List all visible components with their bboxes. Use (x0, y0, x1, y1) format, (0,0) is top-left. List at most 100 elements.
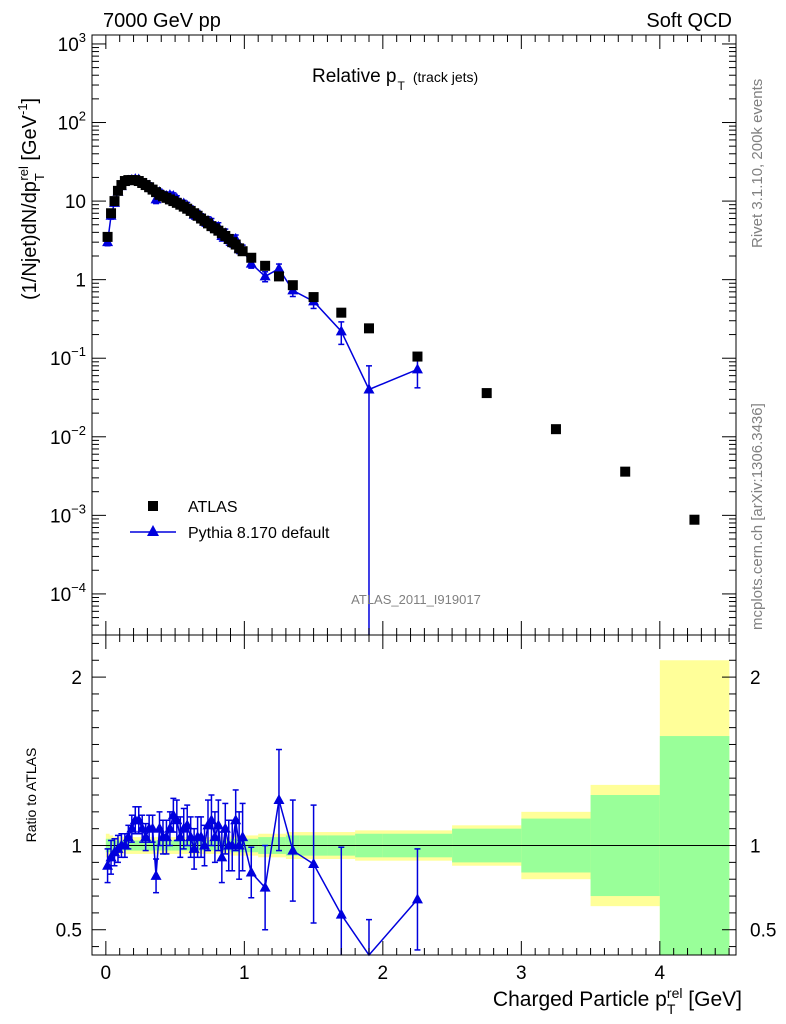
data-point (112, 185, 123, 196)
x-tick-label: 3 (516, 963, 527, 984)
data-point (620, 466, 631, 477)
upper-y-tick-label: 103 (58, 30, 86, 56)
upper-y-tick-label-base: 1 (75, 271, 86, 292)
upper-y-label-part: (1/Njet)dN/dp (19, 181, 41, 300)
mc-point (259, 270, 271, 281)
x-tick-label: 2 (378, 963, 389, 984)
lower-y-tick-label-left: 1 (71, 837, 82, 858)
upper-y-tick-label-exp: 3 (79, 30, 86, 45)
mc-point (273, 262, 285, 273)
data-point (412, 351, 423, 362)
upper-y-label-part: [GeV (19, 114, 41, 166)
x-axis-label: Charged Particle pTrel [GeV] (493, 985, 742, 1017)
lower-data-layer (102, 748, 423, 957)
ratio-point (237, 831, 249, 842)
lower-y-tick-label-left: 2 (71, 668, 82, 689)
x-tick-label: 1 (239, 963, 250, 984)
mc-point (363, 383, 375, 394)
x-axis-label-part: [GeV] (682, 988, 742, 1011)
upper-y-tick-label-exp: −1 (71, 344, 86, 359)
data-point (237, 246, 248, 257)
legend-marker-atlas (148, 501, 158, 511)
upper-y-tick-label: 10−2 (50, 423, 86, 449)
upper-y-label: (1/Njet)dN/dpTrel [GeV-1] (15, 98, 47, 300)
data-point (308, 292, 319, 303)
lower-y-tick-label-right: 1 (750, 837, 761, 858)
ratio-point (273, 794, 285, 805)
chart-title: Relative pT (track jets) (312, 66, 478, 93)
lower-ticks: 0 1 2 3 4 0.5 0.5 1 1 2 2 (56, 635, 776, 984)
upper-y-tick-label-base: 10 (65, 192, 86, 213)
ratio-point (335, 908, 347, 919)
x-axis-label-part: rel (667, 985, 683, 1001)
ratio-point (411, 893, 423, 904)
ratio-point (287, 844, 299, 855)
data-point (336, 307, 347, 318)
data-point (689, 514, 700, 525)
lower-y-tick-label-right: 0.5 (750, 921, 776, 942)
x-axis-label-part: Charged Particle p (493, 988, 667, 1011)
ratio-point (259, 881, 271, 892)
upper-y-label-part: ] (19, 98, 41, 104)
lower-panel: 0 1 2 3 4 0.5 0.5 1 1 2 2 (56, 634, 776, 984)
ratio-point (150, 869, 162, 880)
upper-y-tick-label-exp: −4 (71, 580, 86, 595)
data-point (273, 271, 284, 282)
header-right: Soft QCD (646, 10, 732, 32)
mc-line (106, 178, 418, 391)
data-point (102, 231, 113, 242)
upper-x-ticks (91, 35, 730, 635)
data-point (106, 208, 117, 219)
x-tick-label: 4 (655, 963, 666, 984)
chart-title-extra: (track jets) (413, 69, 478, 85)
ratio-point (216, 851, 228, 862)
x-axis-label-part: T (667, 1001, 676, 1017)
legend-label-atlas: ATLAS (188, 499, 238, 516)
x-tick-label: 0 (101, 963, 112, 984)
upper-data-layer (102, 173, 700, 635)
mc-point (411, 363, 423, 374)
data-point (246, 252, 257, 263)
upper-y-tick-label: 10 (65, 192, 86, 213)
side-label-rivet: Rivet 3.1.10, 200k events (749, 79, 766, 248)
ratio-point (245, 866, 257, 877)
data-point (481, 388, 492, 399)
upper-y-tick-label-base: 10 (58, 114, 79, 135)
upper-y-label-part: -1 (15, 103, 30, 115)
header-left: 7000 GeV pp (103, 10, 221, 32)
upper-y-tick-label: 10−1 (50, 344, 86, 370)
ratio-band (92, 660, 736, 955)
upper-y-label-part: rel (16, 166, 31, 181)
upper-y-tick-label-base: 10 (58, 35, 79, 56)
ratio-point (212, 819, 224, 830)
upper-y-tick-label-exp: −3 (71, 501, 86, 516)
lower-y-tick-label-left: 0.5 (56, 921, 82, 942)
data-point (363, 323, 374, 334)
upper-y-tick-label-exp: −2 (71, 423, 86, 438)
lower-y-label: Ratio to ATLAS (23, 748, 39, 843)
upper-y-tick-label-base: 10 (50, 428, 71, 449)
upper-y-tick-label: 102 (58, 109, 86, 135)
legend: ATLAS Pythia 8.170 default (130, 499, 330, 542)
upper-frame (91, 34, 737, 636)
upper-y-tick-label-exp: 2 (79, 109, 86, 124)
upper-y-tick-label: 10−4 (50, 580, 86, 606)
lower-y-tick-label-right: 2 (750, 668, 761, 689)
upper-y-tick-label: 1 (75, 271, 86, 292)
chart-title-sub: T (398, 79, 406, 93)
analysis-id: ATLAS_2011_I919017 (351, 592, 481, 607)
legend-marker-pythia (147, 525, 159, 536)
upper-y-label-part: T (32, 173, 47, 181)
legend-label-pythia: Pythia 8.170 default (188, 525, 330, 542)
mc-point (335, 325, 347, 336)
side-label-source: mcplots.cern.ch [arXiv:1306.3436] (749, 403, 766, 630)
upper-y-label-text: (1/Njet)dN/dpTrel [GeV-1] (15, 98, 47, 300)
ratio-point (147, 822, 159, 833)
upper-y-tick-label-base: 10 (50, 585, 71, 606)
ratio-point (308, 858, 320, 869)
chart-title-main: Relative p (312, 66, 397, 87)
data-point (260, 260, 271, 271)
